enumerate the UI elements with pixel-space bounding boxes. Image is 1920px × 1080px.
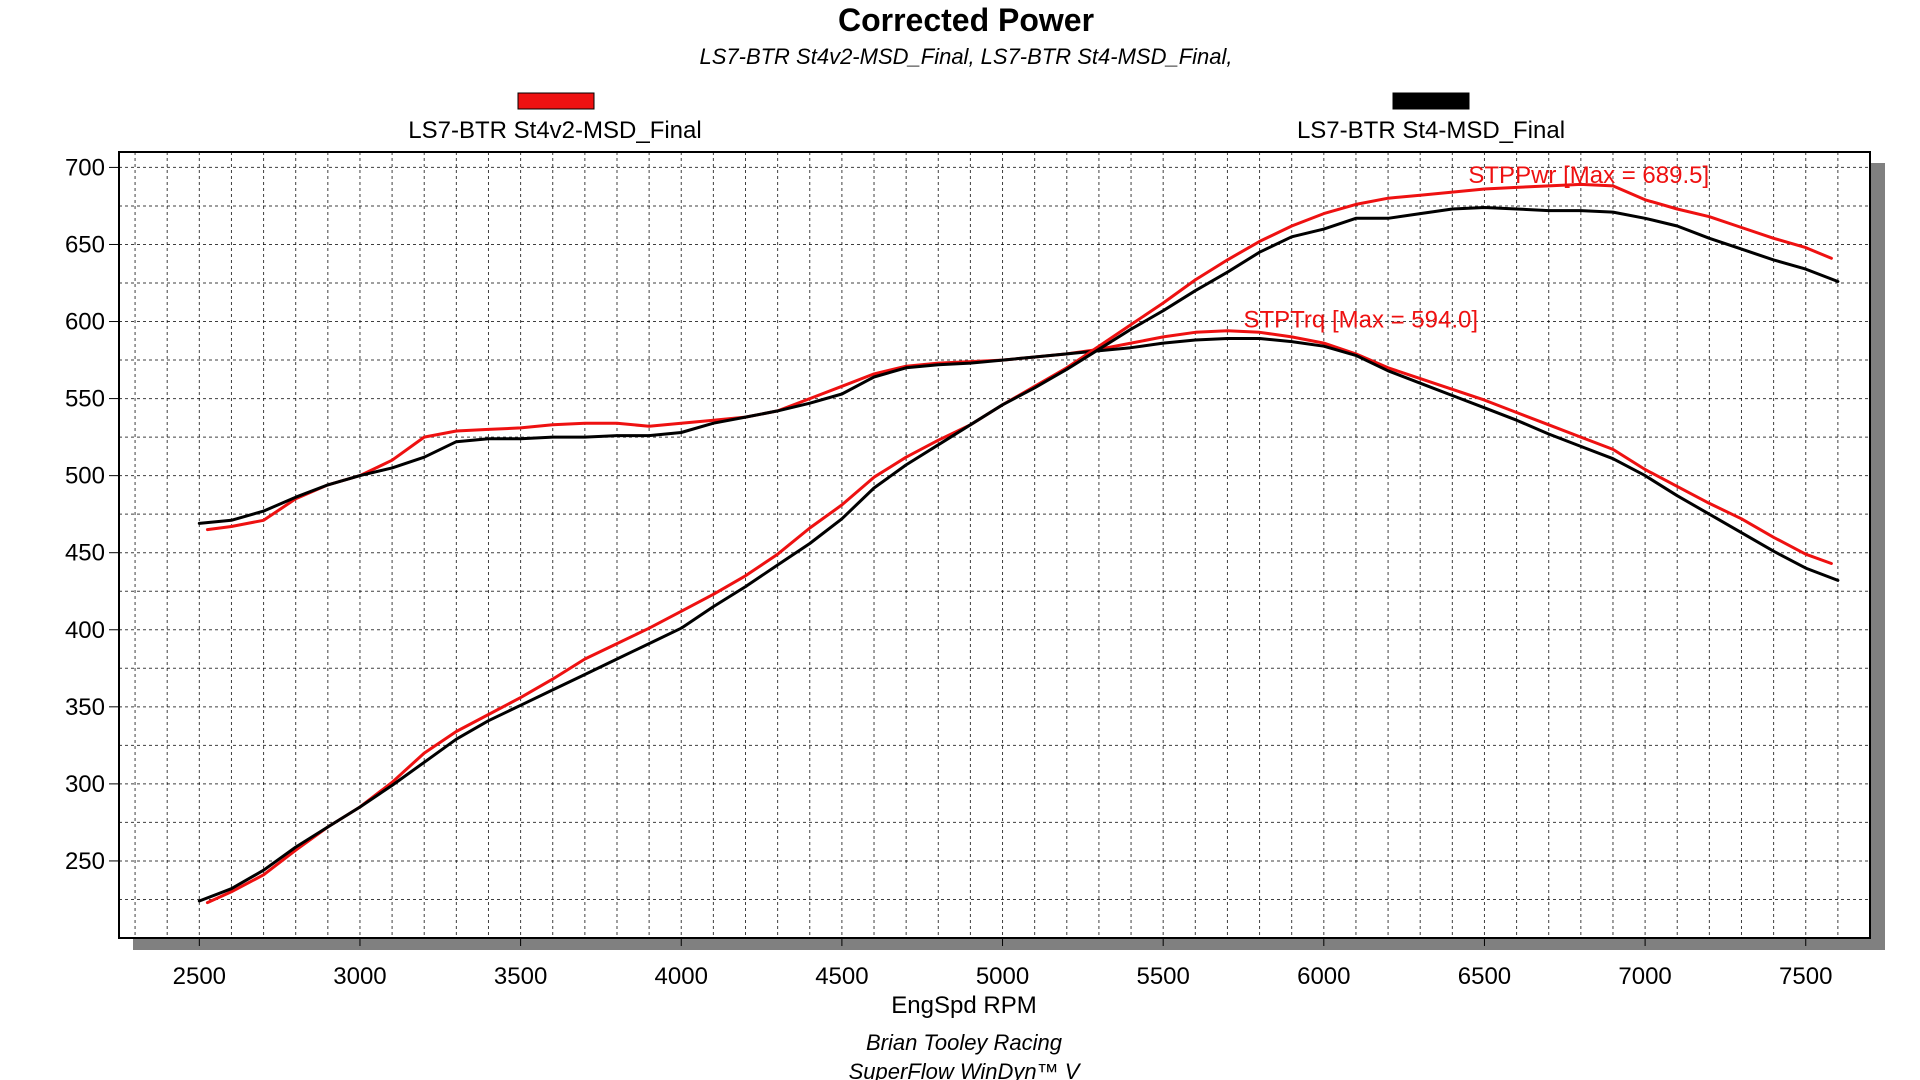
y-tick-label: 250 — [65, 848, 105, 875]
chart-title: Corrected Power — [838, 2, 1094, 38]
y-tick-label: 550 — [65, 386, 105, 413]
y-tick-label: 400 — [65, 617, 105, 644]
legend-swatch-red — [517, 92, 595, 110]
footer-software: SuperFlow WinDyn™ V — [849, 1059, 1082, 1080]
y-tick-label: 650 — [65, 231, 105, 258]
series-line-black-stptrq — [197, 337, 1840, 582]
grid — [119, 152, 1870, 938]
x-axis-ticks: 2500 3000 3500 4000 4500 5000 5500 6000 6500 7000… — [173, 938, 1832, 990]
x-tick-label: 4500 — [815, 963, 868, 990]
y-axis-ticks: 250 300 350 400 450 500 550 600 650 700 — [65, 154, 119, 875]
y-tick-label: 450 — [65, 540, 105, 567]
series-lines — [197, 182, 1840, 905]
legend-label-red: LS7-BTR St4v2-MSD_Final — [408, 117, 701, 144]
x-axis-label: EngSpd RPM — [891, 992, 1036, 1019]
y-tick-label: 700 — [65, 154, 105, 181]
x-tick-label: 5500 — [1136, 963, 1189, 990]
chart-subtitle: LS7-BTR St4v2-MSD_Final, LS7-BTR St4-MSD… — [699, 44, 1232, 69]
footer-brand: Brian Tooley Racing — [866, 1030, 1063, 1055]
y-tick-label: 500 — [65, 463, 105, 490]
y-tick-label: 300 — [65, 771, 105, 798]
legend-swatch-black — [1392, 92, 1470, 110]
x-tick-label: 2500 — [173, 963, 226, 990]
x-tick-label: 7000 — [1618, 963, 1671, 990]
x-tick-label: 4000 — [655, 963, 708, 990]
x-tick-label: 6500 — [1458, 963, 1511, 990]
annotation-stppwr: STPPwr [Max = 689.5] — [1468, 162, 1709, 189]
series-line-black-stppwr — [197, 206, 1840, 903]
annotation-stptrq: STPTrq [Max = 594.0] — [1243, 307, 1478, 334]
x-tick-label: 7500 — [1779, 963, 1832, 990]
x-tick-label: 3500 — [494, 963, 547, 990]
plot-area — [118, 151, 1871, 939]
x-tick-label: 5000 — [976, 963, 1029, 990]
y-tick-label: 600 — [65, 309, 105, 336]
y-tick-label: 350 — [65, 694, 105, 721]
legend-label-black: LS7-BTR St4-MSD_Final — [1297, 117, 1565, 144]
x-tick-label: 6000 — [1297, 963, 1350, 990]
x-tick-label: 3000 — [333, 963, 386, 990]
